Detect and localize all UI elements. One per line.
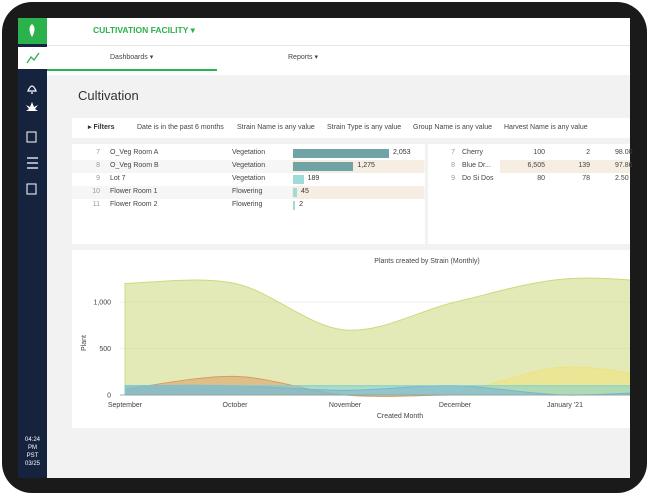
cell: O_Veg Room B (110, 162, 159, 169)
filter-chip[interactable]: Group Name is any value (413, 124, 492, 131)
chart-title: Plants created by Strain (Monthly) (374, 258, 479, 265)
cell: 100 (533, 149, 545, 156)
cell: 78 (582, 175, 590, 182)
area (124, 277, 630, 396)
cell-bg (292, 186, 424, 199)
cell: 2 (586, 149, 590, 156)
cell: Cherry (462, 149, 484, 156)
filter-toggle[interactable]: ▸ Filters (88, 124, 115, 131)
cell: Vegetation (232, 149, 266, 156)
row-index: 9 (451, 175, 455, 182)
cell: Do Si Dos (462, 175, 494, 182)
clock-line: 04:24 (24, 437, 40, 443)
bar (293, 188, 298, 197)
cell: 139 (578, 162, 590, 169)
chart-icon (26, 52, 40, 64)
cell: Blue Dr... (462, 162, 491, 169)
sidebar-icons (18, 24, 47, 195)
cell: 6,505 (527, 162, 545, 169)
plant-icon[interactable] (26, 102, 38, 111)
area (124, 385, 630, 396)
tab[interactable]: Dashboards ▾ (110, 54, 154, 61)
cell: Vegetation (232, 175, 266, 182)
cell: 98.00 (615, 149, 633, 156)
page-title: Cultivation (78, 88, 139, 103)
cell: Flowering (232, 201, 263, 208)
x-tick-label: December (439, 402, 472, 409)
clock-line: 03/25 (24, 461, 40, 467)
bar (293, 162, 354, 171)
cell: 2,053 (393, 149, 411, 156)
cell: 80 (537, 175, 545, 182)
bar (293, 149, 389, 158)
y-tick-label: 500 (99, 346, 111, 353)
row-index: 11 (92, 201, 100, 208)
cell: O_Veg Room A (110, 149, 159, 156)
logout-icon[interactable] (26, 183, 37, 195)
bar (293, 175, 304, 184)
tab-underline (47, 69, 217, 71)
clock-line: PM (28, 445, 37, 451)
divider (47, 45, 630, 46)
filter-chip[interactable]: Date is in the past 6 months (137, 124, 224, 131)
row-index: 8 (451, 162, 455, 169)
clock: 04:24 PM PST 03/25 (24, 436, 41, 468)
cell-bg (292, 199, 424, 212)
cell: 2.50 (615, 175, 629, 182)
row-index: 9 (96, 175, 100, 182)
clock-line: PST (26, 453, 39, 459)
cell: 45 (301, 188, 309, 195)
facility-menu[interactable]: CULTIVATION FACILITY ▾ (93, 25, 195, 35)
cell: 2 (299, 201, 303, 208)
y-tick-label: 0 (107, 393, 111, 400)
x-tick-label: September (108, 402, 143, 409)
cell: 97.86 (615, 162, 633, 169)
logo-leaf (29, 24, 35, 37)
cell: Lot 7 (110, 175, 126, 182)
filter-chip[interactable]: Harvest Name is any value (504, 124, 588, 131)
export-icon[interactable] (26, 131, 37, 143)
cell: Vegetation (232, 162, 266, 169)
list-icon[interactable] (27, 157, 38, 169)
cell: Flowering (232, 188, 263, 195)
filter-bar (72, 118, 630, 138)
row-index: 7 (451, 149, 455, 156)
bar (293, 201, 296, 210)
row-index: 8 (96, 162, 100, 169)
row-index: 7 (96, 149, 100, 156)
y-tick-label: 1,000 (93, 300, 111, 307)
filter-chip[interactable]: Strain Name is any value (237, 124, 315, 131)
filter-chip[interactable]: Strain Type is any value (327, 124, 402, 131)
row-index: 10 (92, 188, 100, 195)
cell: Flower Room 2 (110, 201, 158, 208)
row-bg (500, 160, 630, 173)
cell-bg (292, 173, 424, 186)
y-axis-label: Plant (81, 335, 88, 351)
x-tick-label: October (223, 402, 249, 409)
cell: Flower Room 1 (110, 188, 158, 195)
cell: 1,275 (357, 162, 375, 169)
bell-icon[interactable] (27, 85, 37, 94)
x-axis-label: Created Month (377, 413, 423, 420)
sidebar (18, 18, 47, 478)
x-tick-label: November (329, 402, 362, 409)
cell: 189 (307, 175, 320, 182)
tab[interactable]: Reports ▾ (288, 54, 318, 61)
x-tick-label: January '21 (547, 402, 583, 409)
